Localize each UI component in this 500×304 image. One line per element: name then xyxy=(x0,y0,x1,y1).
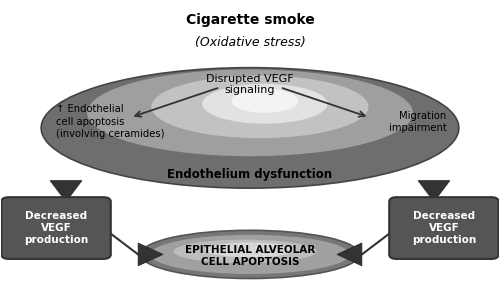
Ellipse shape xyxy=(202,84,328,124)
Text: Endothelium dysfunction: Endothelium dysfunction xyxy=(168,168,332,181)
Polygon shape xyxy=(337,243,362,266)
Text: Cigarette smoke: Cigarette smoke xyxy=(186,13,314,27)
Text: (Oxidative stress): (Oxidative stress) xyxy=(194,36,306,49)
Ellipse shape xyxy=(206,243,295,257)
Text: Disrupted VEGF
signaling: Disrupted VEGF signaling xyxy=(206,74,294,95)
Text: Decreased
VEGF
production: Decreased VEGF production xyxy=(412,212,476,245)
FancyBboxPatch shape xyxy=(2,197,111,259)
Ellipse shape xyxy=(174,240,316,263)
Text: EPITHELIAL ALVEOLAR
CELL APOPTOSIS: EPITHELIAL ALVEOLAR CELL APOPTOSIS xyxy=(185,245,315,267)
Ellipse shape xyxy=(87,70,413,156)
Polygon shape xyxy=(418,181,450,202)
Polygon shape xyxy=(138,243,163,266)
Ellipse shape xyxy=(232,89,298,113)
Text: ↑ Endothelial
cell apoptosis
(involving ceramides): ↑ Endothelial cell apoptosis (involving … xyxy=(56,105,164,139)
Text: Decreased
VEGF
production: Decreased VEGF production xyxy=(24,212,88,245)
Ellipse shape xyxy=(140,230,360,278)
Polygon shape xyxy=(50,181,82,202)
Text: Migration
impairment: Migration impairment xyxy=(388,111,446,133)
FancyBboxPatch shape xyxy=(389,197,498,259)
Ellipse shape xyxy=(41,68,459,188)
Ellipse shape xyxy=(150,235,350,274)
Ellipse shape xyxy=(152,75,368,138)
